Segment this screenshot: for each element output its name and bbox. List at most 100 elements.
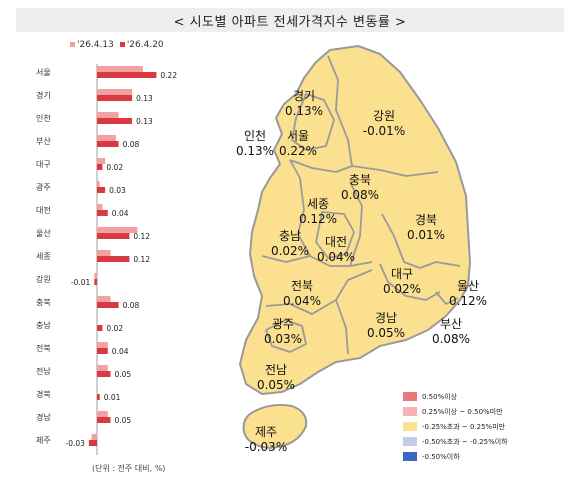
region-border xyxy=(327,55,353,167)
bar-curr xyxy=(97,141,119,147)
legend-curr-swatch xyxy=(119,42,125,47)
region-name: 충남 xyxy=(279,229,301,243)
chart-title: < 시도별 아파트 전세가격지수 변동률 > xyxy=(173,14,407,30)
bar-curr xyxy=(97,371,111,377)
map-shapes xyxy=(239,45,471,450)
data-label: 0.08 xyxy=(123,301,140,310)
map-legend-swatch xyxy=(403,407,417,416)
region-border xyxy=(291,93,335,151)
region-value: 0.22% xyxy=(279,144,317,158)
legend-prev-label: '26.4.13 xyxy=(77,40,114,50)
bar-legend: '26.4.13 '26.4.20 xyxy=(70,40,164,50)
bar-prev xyxy=(97,112,119,118)
bar-prev xyxy=(97,227,138,233)
region-name: 경기 xyxy=(293,89,315,103)
map-legend-swatch xyxy=(403,392,417,401)
bar-curr xyxy=(97,394,100,400)
region-name: 전북 xyxy=(291,279,313,293)
map-legend-item: -0.25%초과 ~ 0.25%미만 xyxy=(403,419,508,434)
bar-curr xyxy=(97,256,130,262)
bar-prev xyxy=(97,296,111,302)
map-legend-label: 0.25%이상 ~ 0.50%미만 xyxy=(422,407,503,416)
region-name: 세종 xyxy=(307,197,329,211)
region-name: 서울 xyxy=(287,129,309,143)
region-value: 0.05% xyxy=(367,326,405,340)
region-name: 경북 xyxy=(415,213,437,227)
data-label: 0.01 xyxy=(104,393,121,402)
category-label: 충북 xyxy=(36,298,51,307)
data-label: 0.22 xyxy=(160,71,177,80)
category-label: 전북 xyxy=(36,343,51,353)
bar-curr xyxy=(97,302,119,308)
map-legend-item: -0.50%초과 ~ -0.25%이하 xyxy=(403,434,508,449)
region-value: 0.02% xyxy=(271,244,309,258)
region-value: 0.08% xyxy=(432,332,470,346)
bar-prev xyxy=(97,181,100,187)
category-label: 강원 xyxy=(36,274,51,284)
bar-curr xyxy=(88,440,97,446)
map-labels: 경기0.13%서울0.22%인천0.13%강원-0.01%충북0.08%세종0.… xyxy=(236,89,487,454)
map-legend-label: 0.50%이상 xyxy=(422,392,458,401)
title-bar: < 시도별 아파트 전세가격지수 변동률 > xyxy=(16,8,564,32)
category-label: 세종 xyxy=(36,252,51,261)
region-name: 대전 xyxy=(325,235,347,249)
map-legend-item: 0.50%이상 xyxy=(403,389,508,404)
bar-prev xyxy=(97,365,108,371)
region-border xyxy=(381,213,461,269)
data-label: 0.13 xyxy=(136,117,153,126)
map-legend-swatch xyxy=(403,452,417,461)
region-border xyxy=(289,159,439,177)
bar-curr xyxy=(97,95,133,101)
bar-curr xyxy=(97,325,103,331)
region-value: 0.01% xyxy=(407,228,445,242)
bar-curr xyxy=(97,118,133,124)
region-name: 광주 xyxy=(272,317,294,331)
unit-note: (단위 : 전주 대비, %) xyxy=(92,464,166,473)
category-label: 서울 xyxy=(36,68,51,77)
region-value: 0.04% xyxy=(283,294,321,308)
data-label: 0.12 xyxy=(133,232,150,241)
bar-prev xyxy=(97,66,143,72)
region-border xyxy=(261,255,373,267)
data-label: 0.13 xyxy=(136,94,153,103)
map-legend-swatch xyxy=(403,437,417,446)
category-label: 대구 xyxy=(36,160,51,169)
bar-curr xyxy=(97,72,157,78)
map-legend-label: -0.50%이하 xyxy=(422,452,460,461)
region-border xyxy=(289,159,311,257)
bar-prev xyxy=(97,135,116,141)
region-value: 0.03% xyxy=(264,332,302,346)
bar-prev xyxy=(97,204,103,210)
bar-curr xyxy=(94,279,97,285)
region-border xyxy=(265,269,373,315)
bar-curr xyxy=(97,348,108,354)
bar-curr xyxy=(97,417,111,423)
bar-curr xyxy=(97,233,130,239)
category-label: 전남 xyxy=(36,366,51,376)
jeju-shape xyxy=(242,404,308,450)
region-value: 0.02% xyxy=(383,282,421,296)
data-label: 0.04 xyxy=(112,209,129,218)
region-border xyxy=(349,181,363,267)
category-label: 광주 xyxy=(36,182,51,192)
category-label: 울산 xyxy=(36,228,51,238)
region-value: 0.13% xyxy=(285,104,323,118)
region-name: 인천 xyxy=(244,128,266,143)
legend-curr: '26.4.20 xyxy=(119,40,164,50)
region-value: 0.05% xyxy=(257,378,295,392)
category-label: 대전 xyxy=(36,205,51,215)
map-legend: 0.50%이상 0.25%이상 ~ 0.50%미만 -0.25%초과 ~ 0.25%… xyxy=(403,389,508,464)
map-legend-label: -0.50%초과 ~ -0.25%이하 xyxy=(422,437,508,446)
legend-prev: '26.4.13 xyxy=(70,40,114,50)
bar-curr xyxy=(97,164,103,170)
data-label: -0.03 xyxy=(65,439,85,448)
region-value: -0.03% xyxy=(245,440,287,454)
bar-prev xyxy=(97,250,111,256)
data-label: 0.12 xyxy=(133,255,150,264)
data-label: 0.05 xyxy=(115,370,132,379)
region-name: 부산 xyxy=(440,317,462,331)
bar-curr xyxy=(97,210,108,216)
region-name: 충북 xyxy=(349,173,371,187)
category-label: 제주 xyxy=(36,436,51,445)
category-label: 경남 xyxy=(36,412,51,422)
